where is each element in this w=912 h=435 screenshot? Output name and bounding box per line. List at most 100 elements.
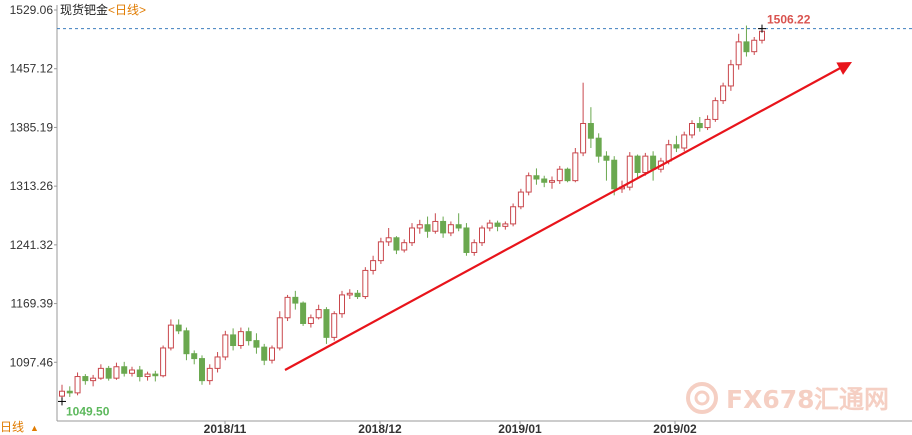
- y-tick-label: 1385.19: [10, 120, 54, 134]
- candle: [479, 225, 485, 246]
- candle-body-up: [549, 180, 555, 183]
- candle: [136, 365, 143, 382]
- candle-body-up: [471, 242, 478, 253]
- candle-body-up: [339, 294, 345, 315]
- candle: [720, 82, 727, 104]
- candle: [245, 327, 252, 346]
- candle-body-up: [751, 39, 758, 53]
- candle: [409, 223, 415, 246]
- period-selector[interactable]: 日线 ▲: [0, 421, 56, 434]
- candle-body-up: [517, 191, 524, 208]
- candle-body-up: [572, 152, 579, 182]
- candle: [642, 152, 649, 176]
- candle-body-up: [432, 220, 439, 232]
- candle-body-up: [59, 390, 65, 397]
- candle: [541, 175, 548, 188]
- candle-body-up: [346, 292, 353, 296]
- candle-body-down: [587, 123, 594, 139]
- candle: [681, 131, 688, 152]
- candle: [222, 330, 229, 361]
- candle: [269, 345, 275, 364]
- candle: [735, 33, 742, 70]
- candle: [510, 203, 517, 227]
- y-tick-label: 1457.12: [10, 62, 54, 76]
- candle: [486, 219, 493, 232]
- x-tick-label: 2018/11: [204, 422, 247, 434]
- candle-body-up: [416, 224, 423, 229]
- candle: [276, 311, 283, 351]
- candle-body-up: [525, 175, 532, 193]
- caret-up-icon: ▲: [30, 423, 39, 433]
- candle-body-up: [447, 224, 454, 234]
- candle: [377, 237, 384, 264]
- chart-title: 现货钯金<日线>: [60, 1, 146, 18]
- candle-body-up: [665, 144, 672, 162]
- candle-body-down: [533, 175, 540, 180]
- candle-body-down: [603, 155, 610, 161]
- trend-arrow-head: [836, 62, 852, 75]
- candle-body-up: [704, 118, 711, 129]
- candle-body-up: [331, 313, 338, 338]
- candle-body-up: [362, 269, 369, 298]
- candle-body-up: [377, 241, 384, 262]
- candle-body-down: [494, 222, 501, 227]
- candle: [502, 221, 509, 230]
- candle-body-up: [276, 317, 283, 349]
- candle: [346, 289, 353, 299]
- candle-body-up: [237, 331, 244, 347]
- candle: [105, 365, 112, 381]
- candle: [362, 267, 369, 299]
- candle: [673, 135, 680, 153]
- y-tick-label: 1529.06: [10, 3, 54, 17]
- candle-body-down: [673, 144, 680, 149]
- candle-body-down: [650, 155, 657, 170]
- candle: [650, 151, 657, 181]
- candle-body-up: [144, 373, 151, 378]
- candle: [129, 366, 135, 377]
- candle: [447, 221, 454, 237]
- candle-body-up: [727, 64, 734, 87]
- candle-body-up: [214, 356, 221, 369]
- candle-body-up: [580, 123, 587, 154]
- candle: [300, 301, 307, 326]
- candle: [455, 213, 462, 232]
- instrument-name: 现货钯金: [60, 3, 109, 17]
- candle: [634, 154, 641, 180]
- candle: [689, 120, 695, 139]
- candle: [214, 352, 221, 373]
- candle-body-up: [129, 369, 135, 374]
- candle: [331, 311, 338, 341]
- candle-body-up: [74, 376, 81, 394]
- candle-body-up: [222, 334, 229, 358]
- candle: [696, 116, 703, 132]
- candle-body-down: [183, 330, 190, 355]
- candle: [90, 374, 97, 387]
- candle-body-up: [626, 155, 633, 188]
- candle: [727, 59, 734, 91]
- candle-body-down: [696, 123, 703, 129]
- candle: [432, 213, 439, 234]
- x-tick-label: 2019/01: [498, 422, 542, 434]
- candle: [253, 333, 260, 354]
- candle-body-up: [642, 155, 649, 173]
- candle: [59, 384, 65, 400]
- candle: [292, 290, 299, 310]
- candle-body-up: [720, 85, 727, 102]
- y-tick-label: 1241.32: [10, 238, 54, 252]
- trend-arrow-line: [284, 65, 845, 371]
- candle: [261, 343, 268, 366]
- candle-body-down: [261, 346, 268, 361]
- candle: [74, 372, 81, 396]
- candle-body-up: [556, 168, 563, 182]
- candle-body-up: [689, 123, 695, 136]
- candle: [339, 290, 345, 318]
- candle: [704, 115, 711, 131]
- candle: [113, 362, 120, 380]
- candle-body-up: [502, 223, 509, 227]
- watermark: FX678 汇通网: [686, 382, 889, 414]
- candle: [595, 133, 602, 163]
- watermark-logo-icon: [686, 382, 718, 414]
- candle-body-down: [175, 324, 182, 332]
- x-tick-label: 2018/12: [358, 422, 402, 434]
